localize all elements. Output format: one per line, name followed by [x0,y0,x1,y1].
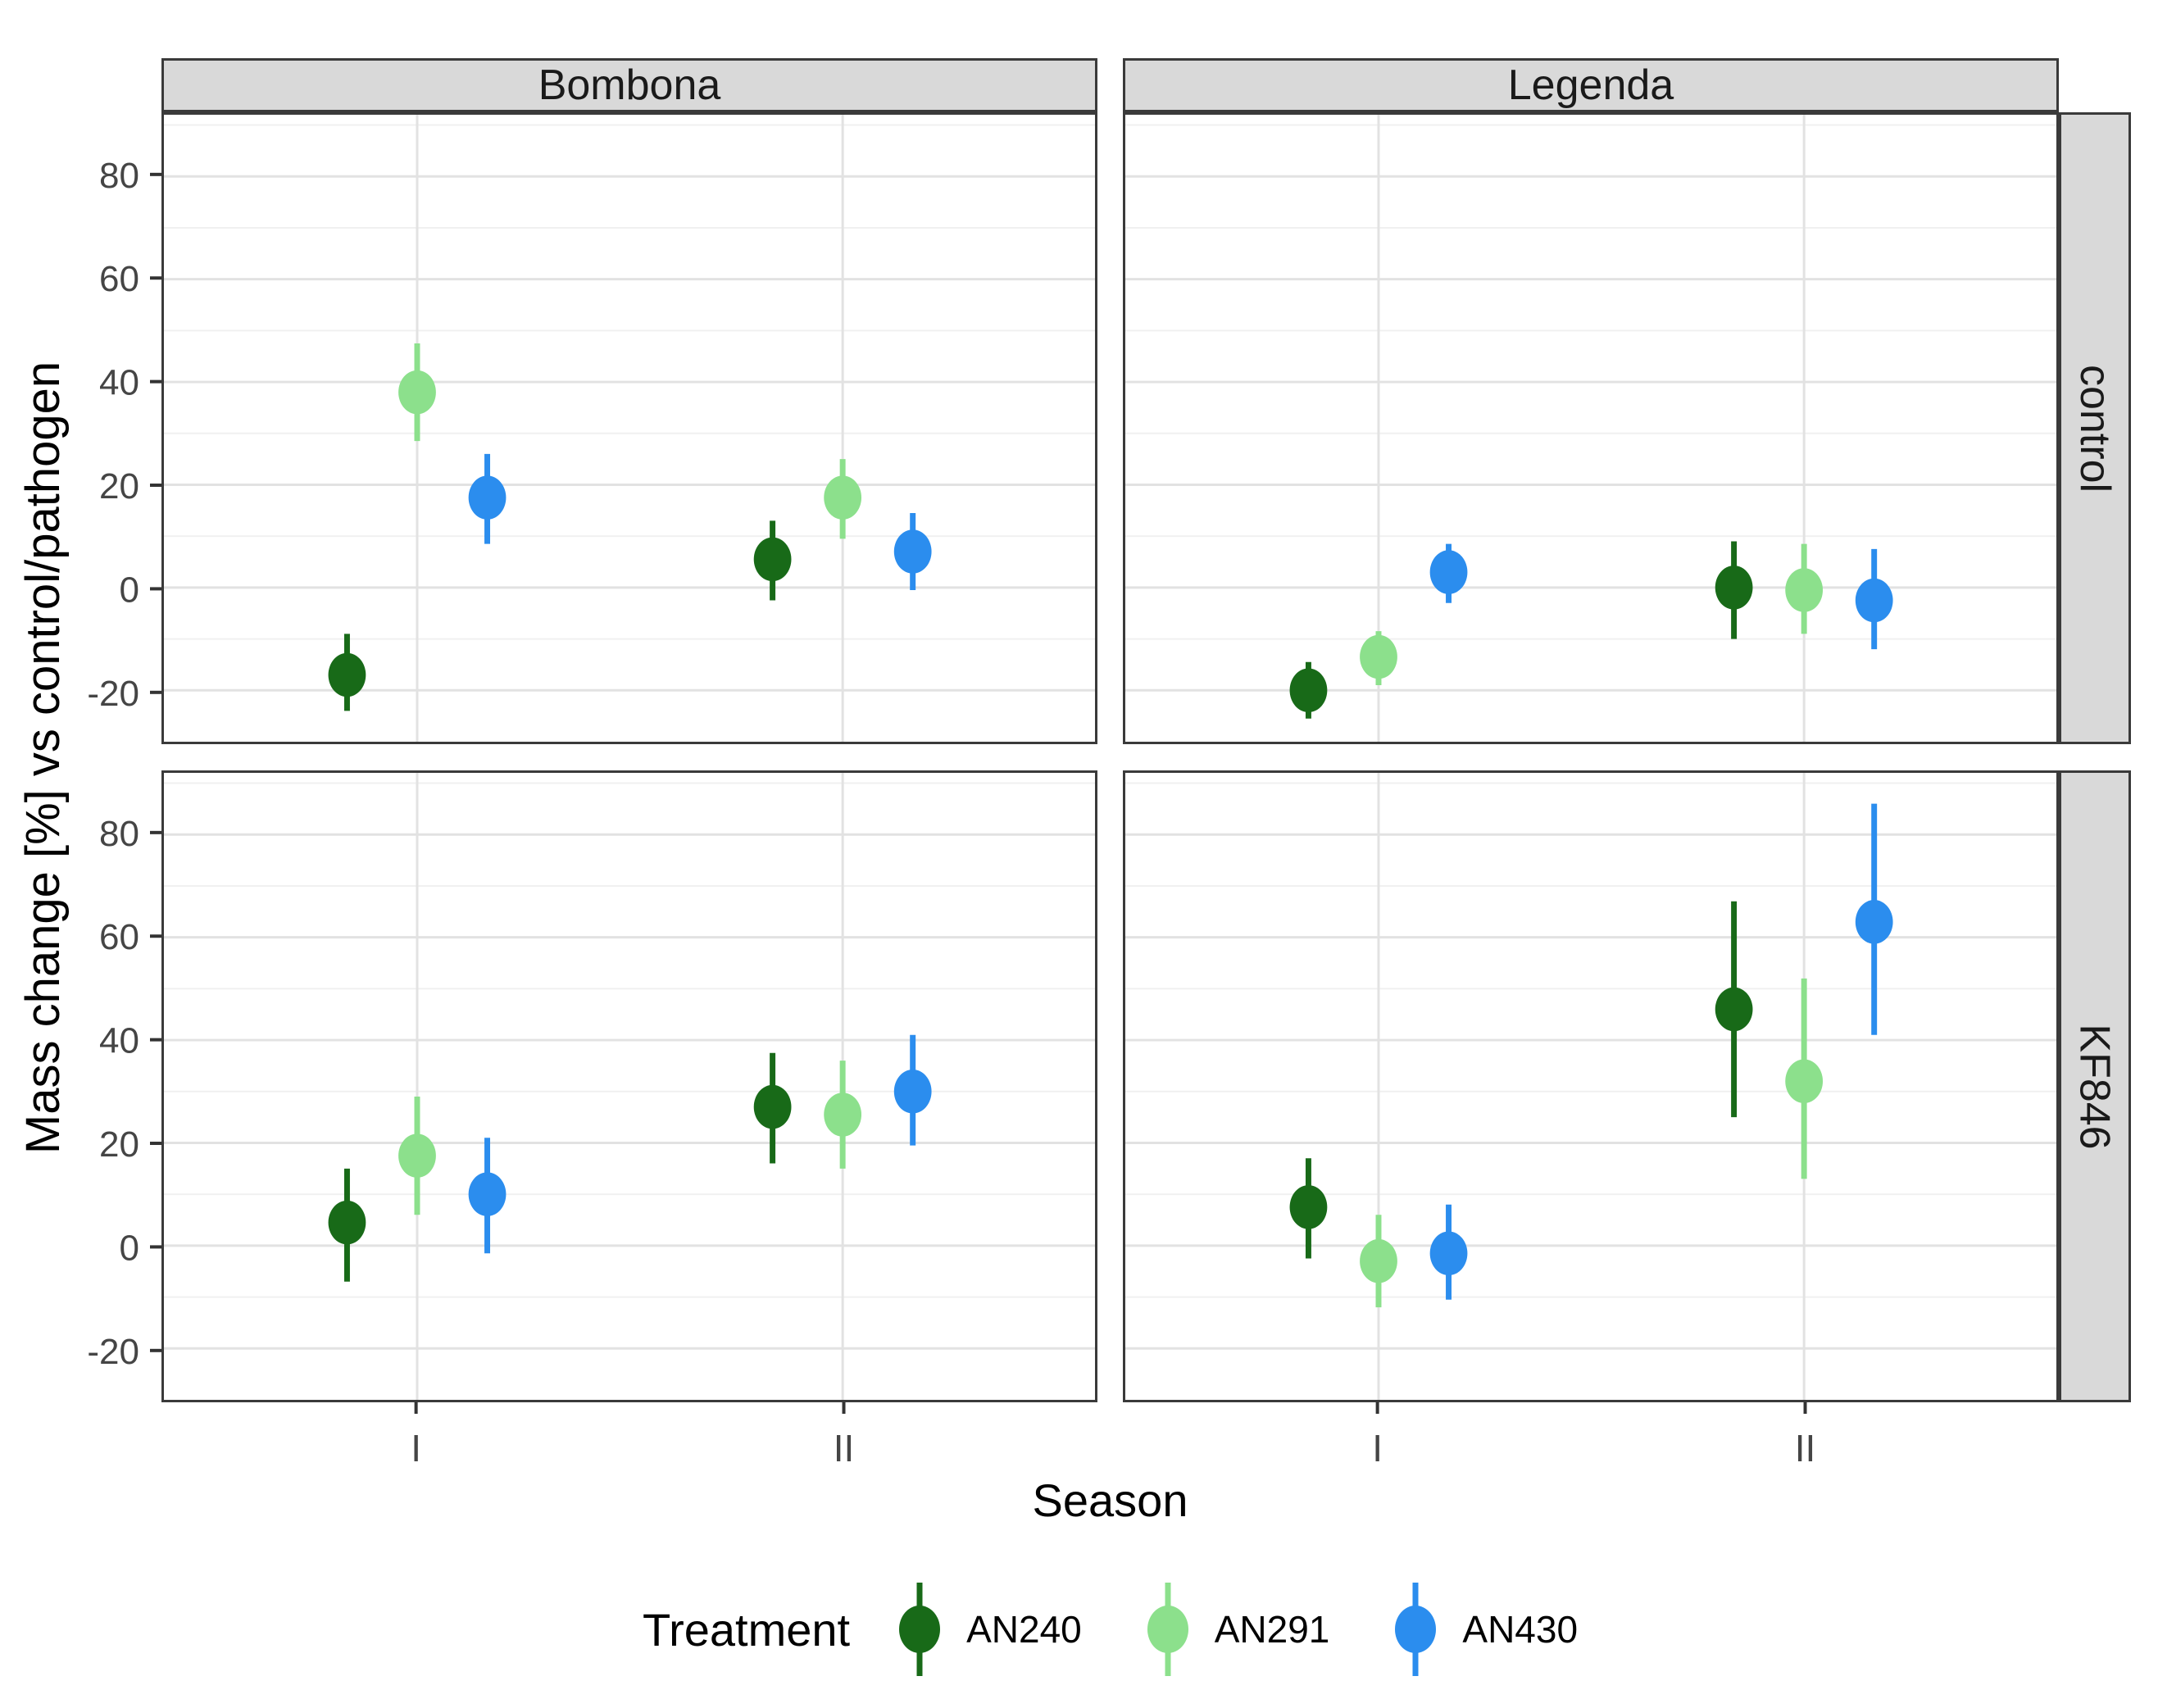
legend-key-point [1395,1606,1437,1653]
y-tick-label: 0 [120,570,139,610]
legend-key-icon [899,1583,941,1676]
legend-key-icon [1147,1583,1188,1676]
data-point [1360,1238,1397,1283]
facet-strip-kf846-label: KF846 [2071,1023,2119,1150]
data-point [1429,550,1468,594]
data-point [328,1200,366,1245]
data-point [328,652,366,697]
data-point [468,1172,507,1216]
data-point [1289,1185,1328,1229]
data-point [824,1092,862,1137]
y-tick-label: -20 [87,674,139,714]
legend-key-point [1147,1606,1188,1653]
legend-key-icon [1395,1583,1437,1676]
y-tick-label: 20 [99,1124,139,1165]
y-tick-label: 20 [99,466,139,506]
panel-legenda-control [1123,112,2059,744]
data-point [1785,1059,1824,1104]
data-point [824,475,862,520]
x-tick-label: II [1795,1427,1816,1470]
data-point [1855,578,1893,623]
legend-item-an240: AN240 [897,1574,1082,1684]
x-tick-label: I [1372,1427,1383,1470]
panel-bombona-control [161,112,1097,744]
data-point [1855,900,1893,944]
y-tick-label: -20 [87,1332,139,1372]
data-point [1429,1231,1468,1276]
legend-label: AN240 [966,1608,1082,1651]
panel-bombona-kf846-plot [164,773,1095,1400]
facet-strip-control-label: control [2071,364,2119,493]
x-axis-title: Season [1032,1474,1188,1526]
y-axis-control: 80 60 40 20 0 -20 [87,156,161,714]
panel-legenda-kf846 [1123,770,2059,1402]
y-tick-label: 40 [99,363,139,403]
panel-bombona-kf846 [161,770,1097,1402]
facet-strip-control: control [2059,112,2131,744]
facet-strip-legenda: Legenda [1123,58,2059,112]
x-tick-label: II [834,1427,855,1470]
facet-strip-legenda-label: Legenda [1507,61,1674,109]
data-point [1289,668,1328,713]
x-tick-label: I [411,1427,421,1470]
y-axis-title: Mass change [%] vs control/pathogen [16,361,70,1154]
panel-legenda-kf846-plot [1125,773,2056,1400]
legend-label: AN430 [1462,1608,1579,1651]
data-point [398,1133,436,1178]
facet-strip-kf846: KF846 [2059,770,2131,1402]
legend-item-an430: AN430 [1393,1574,1578,1684]
data-point [1715,566,1753,610]
facet-strip-bombona: Bombona [161,58,1097,112]
y-axis-kf846: 80 60 40 20 0 -20 [87,814,161,1372]
y-tick-label: 80 [99,814,139,854]
legend-key-point [899,1606,941,1653]
legend-items: AN240 AN291 AN430 [897,1574,1578,1684]
data-point [398,370,436,415]
legend-title: Treatment [642,1603,851,1656]
panel-bombona-control-plot [164,115,1095,742]
y-tick-label: 60 [99,917,139,957]
data-point [893,1069,932,1114]
data-point [1360,634,1397,679]
legend-label: AN291 [1214,1608,1330,1651]
y-tick-label: 80 [99,156,139,196]
facet-strip-bombona-label: Bombona [538,61,721,109]
data-point [753,537,792,582]
data-point [753,1084,792,1129]
data-point [468,475,507,520]
y-tick-label: 60 [99,259,139,299]
data-point [893,529,932,574]
panel-legenda-control-plot [1125,115,2056,742]
x-axis: I II I II [411,1402,1816,1470]
y-tick-label: 40 [99,1021,139,1061]
legend: Treatment AN240 AN291 AN430 [161,1564,2059,1695]
data-point [1785,568,1824,612]
y-tick-label: 0 [120,1228,139,1268]
legend-item-an291: AN291 [1146,1574,1330,1684]
data-point [1715,987,1753,1032]
